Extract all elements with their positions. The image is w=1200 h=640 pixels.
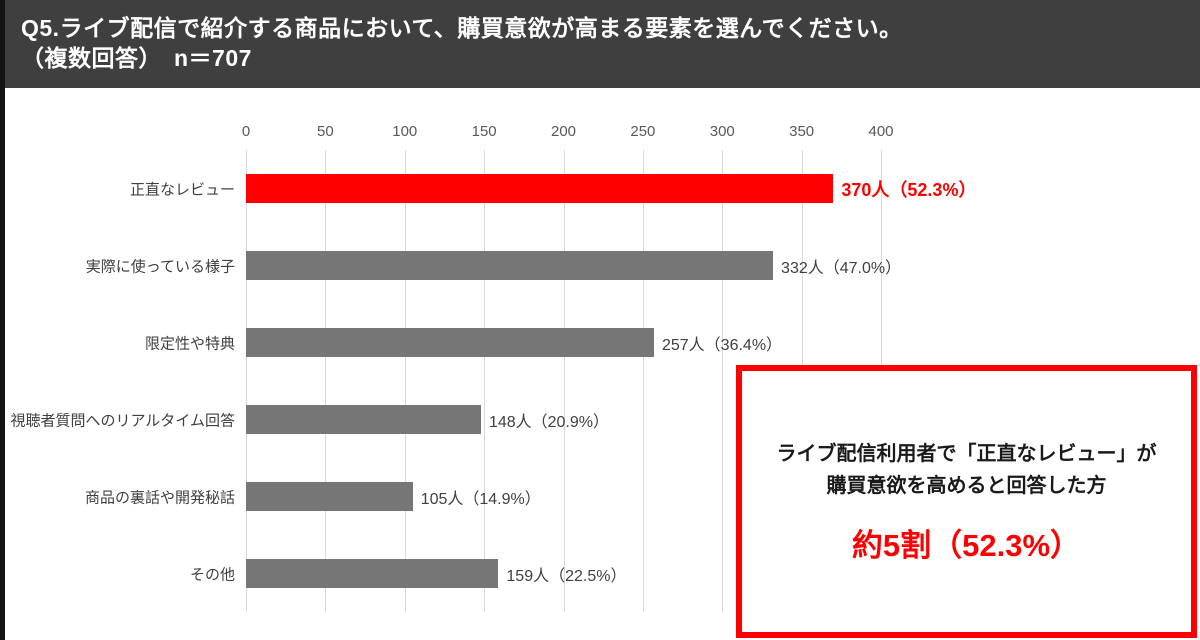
bar-item [246,482,413,511]
gridline-50 [325,150,327,612]
x-axis-tick-250: 250 [630,123,656,140]
bar-item [246,251,774,280]
x-axis-tick-200: 200 [550,123,577,140]
bar-highlight [246,174,834,203]
category-label: 視聴者質問へのリアルタイム回答 [10,412,235,429]
x-axis-tick-300: 300 [709,123,735,140]
category-label: 正直なレビュー [129,181,235,198]
value-label: 332人（47.0%） [781,259,902,277]
category-label: 実際に使っている様子 [85,258,235,275]
value-label: 159人（22.5%） [506,567,627,585]
x-axis-tick-150: 150 [471,123,497,140]
category-label: その他 [189,566,235,583]
bar-item [246,328,654,357]
callout-stat: 約5割（52.3%） [851,528,1082,563]
callout-text-line2: 購買意欲を高めると回答した方 [826,475,1107,497]
question-title-line2: （複数回答） n＝707 [21,45,252,71]
value-label: 148人（20.9%） [488,413,610,431]
x-axis-tick-350: 350 [789,123,815,140]
gridline-100 [404,150,406,612]
gridline-150 [484,150,486,612]
value-label: 370人（52.3%） [841,179,977,200]
value-label: 105人（14.9%） [420,490,541,508]
gridline-250 [642,150,644,612]
x-axis-tick-400: 400 [868,123,894,140]
slide-left-edge [0,0,5,640]
value-label: 257人（36.4%） [661,336,783,354]
bar-item [246,405,481,434]
bar-item [246,559,499,588]
gridline-0 [246,150,247,612]
x-axis-tick-50: 50 [317,123,334,140]
gridline-200 [563,150,565,612]
x-axis-tick-0: 0 [241,123,251,140]
category-label: 限定性や特典 [144,335,235,352]
gridline-300 [722,150,724,612]
question-title-line1: Q5.ライブ配信で紹介する商品において、購買意欲が高まる要素を選んでください。 [21,15,903,41]
question-header: Q5.ライブ配信で紹介する商品において、購買意欲が高まる要素を選んでください。 … [5,0,1200,88]
callout-text-line1: ライブ配信利用者で「正直なレビュー」が [776,443,1157,465]
x-axis-tick-100: 100 [392,123,418,140]
category-label: 商品の裏話や開発秘話 [84,489,235,506]
highlight-callout-box: ライブ配信利用者で「正直なレビュー」が 購買意欲を高めると回答した方 約5割（5… [736,365,1197,638]
